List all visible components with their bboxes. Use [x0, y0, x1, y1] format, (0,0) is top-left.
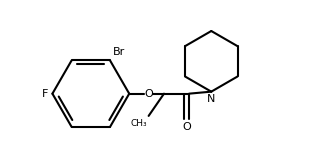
Text: O: O — [145, 89, 153, 99]
Text: Br: Br — [113, 47, 126, 57]
Text: O: O — [182, 122, 191, 132]
Text: N: N — [207, 94, 216, 104]
Text: CH₃: CH₃ — [130, 119, 147, 128]
Text: F: F — [42, 89, 49, 99]
